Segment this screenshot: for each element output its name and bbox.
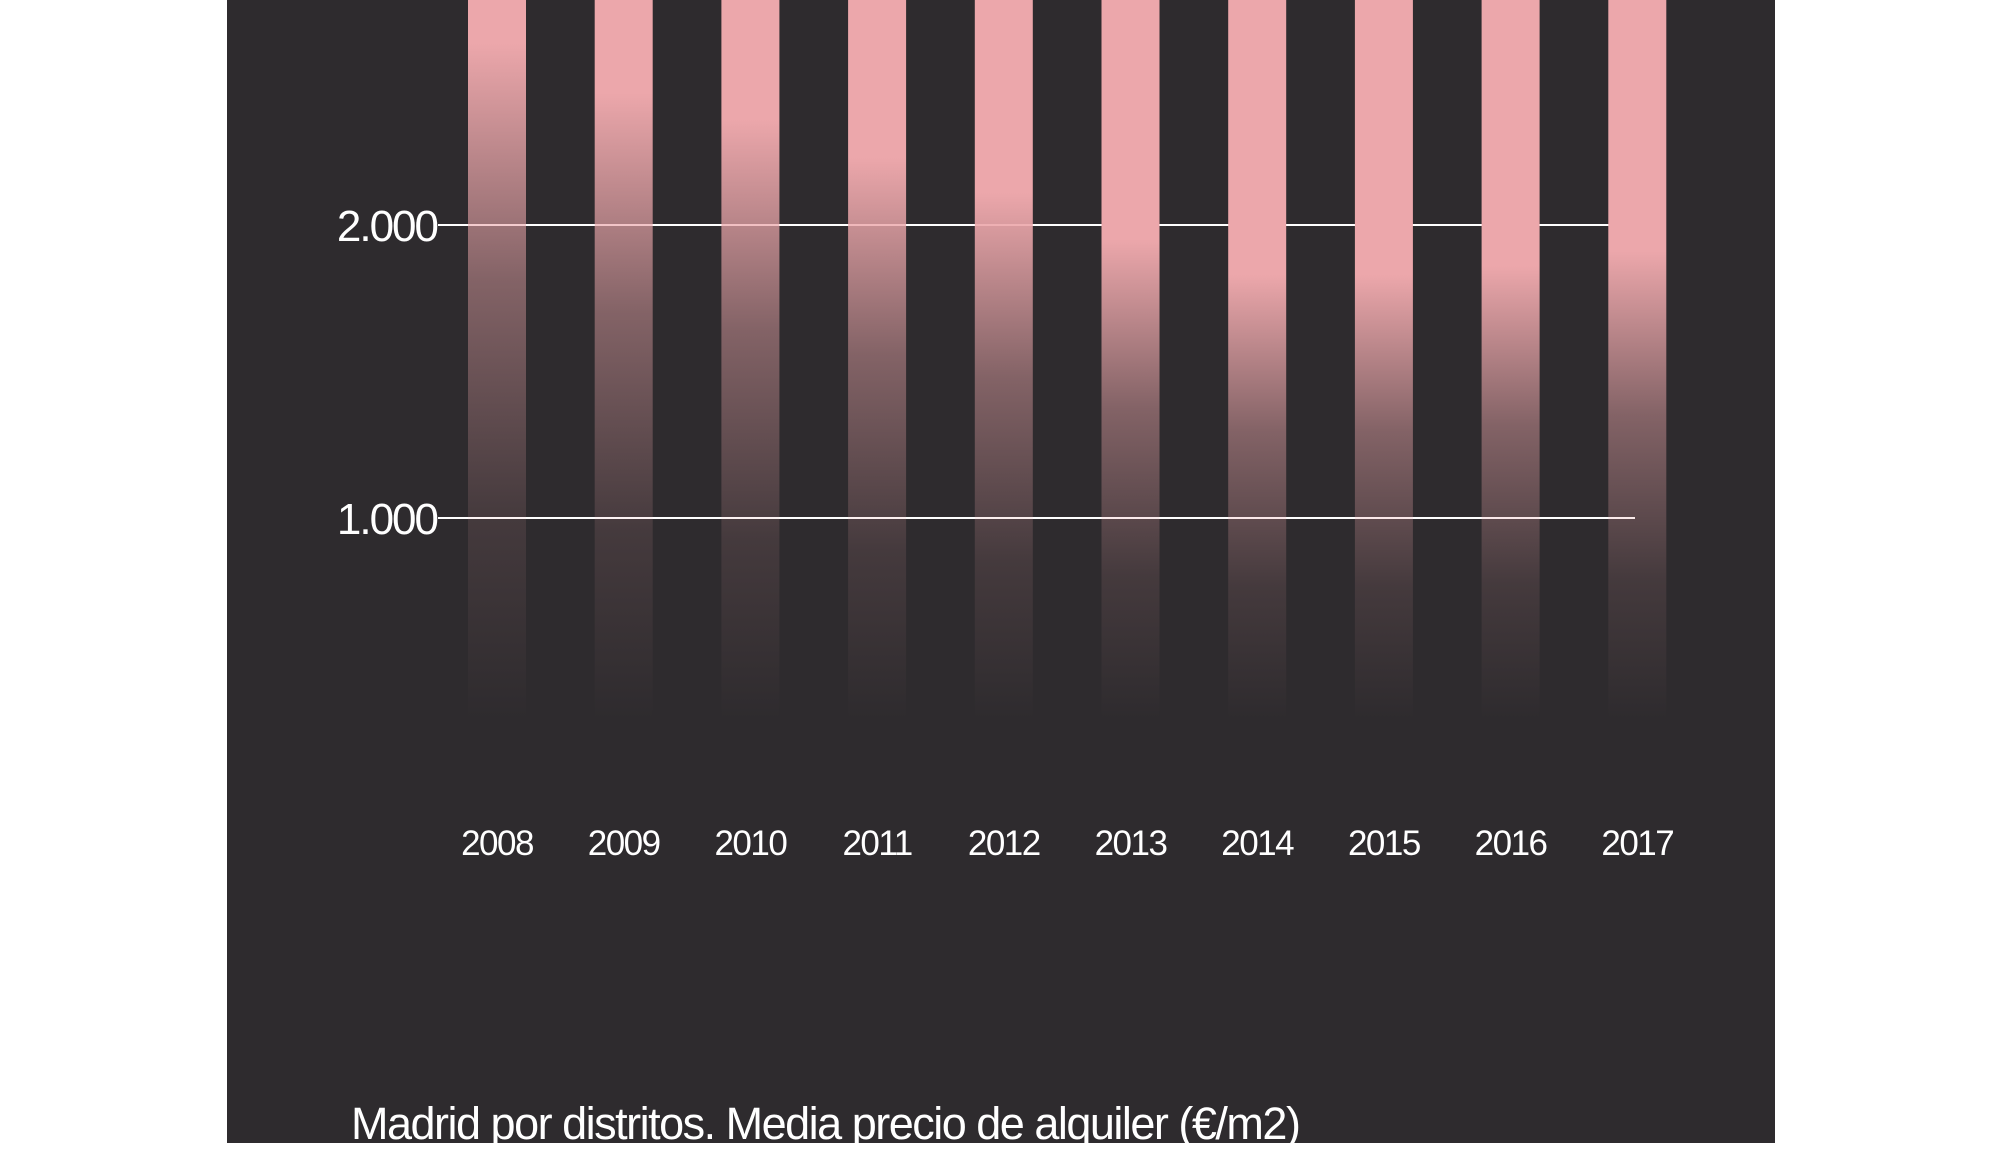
bar-2012: [974, 0, 1033, 720]
bar-2010: [721, 0, 780, 720]
bar-2015: [1354, 0, 1413, 720]
y-tick-label: 1.000: [337, 495, 438, 544]
bar-2016: [1481, 0, 1540, 720]
x-tick-label: 2011: [842, 824, 911, 863]
x-tick-label: 2014: [1221, 824, 1294, 863]
bar-2014: [1228, 0, 1287, 720]
bar-2008: [468, 0, 526, 720]
bar-2013: [1101, 0, 1160, 720]
x-tick-label: 2015: [1348, 824, 1420, 863]
chart-caption: Madrid por distritos. Media precio de al…: [351, 1098, 1301, 1149]
x-tick-label: 2013: [1095, 824, 1167, 863]
bar-2017: [1608, 0, 1667, 720]
x-tick-label: 2010: [714, 824, 787, 863]
x-tick-label: 2008: [461, 824, 533, 863]
x-tick-label: 2012: [968, 824, 1040, 863]
bar-2009: [594, 0, 653, 720]
x-tick-label: 2009: [588, 824, 660, 863]
x-tick-label: 2016: [1475, 824, 1547, 863]
bar-2011: [848, 0, 907, 720]
x-tick-label: 2017: [1601, 824, 1673, 863]
y-tick-label: 2.000: [337, 202, 438, 251]
